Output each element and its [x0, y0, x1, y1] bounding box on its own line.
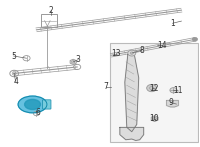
Ellipse shape [25, 99, 40, 110]
Text: 9: 9 [168, 98, 173, 107]
Polygon shape [120, 127, 144, 141]
Text: 3: 3 [76, 55, 81, 64]
Text: 7: 7 [104, 82, 108, 91]
Circle shape [147, 84, 157, 92]
Text: 8: 8 [139, 46, 144, 55]
Text: 13: 13 [111, 49, 121, 58]
Text: 10: 10 [149, 114, 158, 123]
Text: 12: 12 [149, 83, 158, 93]
Circle shape [128, 50, 136, 56]
FancyBboxPatch shape [43, 100, 51, 109]
Circle shape [170, 88, 177, 93]
Polygon shape [125, 52, 139, 132]
Circle shape [192, 37, 198, 41]
Polygon shape [167, 100, 178, 107]
Text: 2: 2 [49, 6, 54, 15]
Ellipse shape [18, 96, 47, 113]
Text: 4: 4 [13, 77, 18, 86]
Text: 5: 5 [11, 52, 16, 61]
FancyBboxPatch shape [110, 43, 198, 142]
Text: 14: 14 [157, 41, 166, 50]
Text: 1: 1 [170, 19, 175, 28]
Text: 11: 11 [174, 86, 183, 95]
Text: 6: 6 [36, 108, 41, 117]
